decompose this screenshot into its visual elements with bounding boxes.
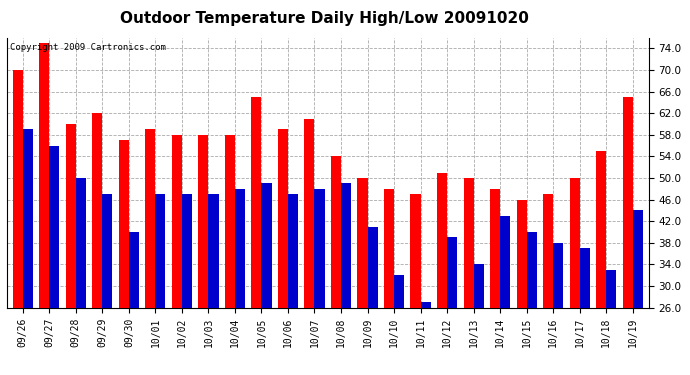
- Bar: [569, 178, 580, 308]
- Bar: [129, 232, 139, 308]
- Bar: [596, 151, 607, 308]
- Text: Outdoor Temperature Daily High/Low 20091020: Outdoor Temperature Daily High/Low 20091…: [120, 11, 529, 26]
- Bar: [315, 189, 324, 308]
- Bar: [447, 237, 457, 308]
- Bar: [198, 135, 208, 308]
- Bar: [146, 129, 155, 308]
- Bar: [394, 275, 404, 308]
- Bar: [490, 189, 500, 308]
- Bar: [76, 178, 86, 308]
- Bar: [278, 129, 288, 308]
- Bar: [155, 194, 166, 308]
- Bar: [633, 210, 643, 308]
- Bar: [304, 118, 315, 308]
- Bar: [543, 194, 553, 308]
- Bar: [102, 194, 112, 308]
- Bar: [23, 129, 33, 308]
- Bar: [357, 178, 368, 308]
- Bar: [384, 189, 394, 308]
- Bar: [421, 302, 431, 307]
- Bar: [517, 200, 526, 308]
- Bar: [39, 43, 49, 308]
- Bar: [49, 146, 59, 308]
- Bar: [225, 135, 235, 308]
- Bar: [580, 248, 590, 308]
- Bar: [172, 135, 182, 308]
- Bar: [500, 216, 510, 308]
- Bar: [368, 226, 377, 308]
- Bar: [182, 194, 192, 308]
- Bar: [331, 156, 341, 308]
- Bar: [208, 194, 219, 308]
- Bar: [473, 264, 484, 308]
- Text: Copyright 2009 Cartronics.com: Copyright 2009 Cartronics.com: [10, 43, 166, 52]
- Bar: [262, 183, 272, 308]
- Bar: [622, 97, 633, 308]
- Bar: [526, 232, 537, 308]
- Bar: [66, 124, 76, 308]
- Bar: [437, 172, 447, 308]
- Bar: [119, 140, 129, 308]
- Bar: [12, 70, 23, 308]
- Bar: [607, 270, 616, 308]
- Bar: [288, 194, 298, 308]
- Bar: [553, 243, 563, 308]
- Bar: [251, 97, 262, 308]
- Bar: [92, 113, 102, 308]
- Bar: [464, 178, 473, 308]
- Bar: [411, 194, 421, 308]
- Bar: [341, 183, 351, 308]
- Bar: [235, 189, 245, 308]
